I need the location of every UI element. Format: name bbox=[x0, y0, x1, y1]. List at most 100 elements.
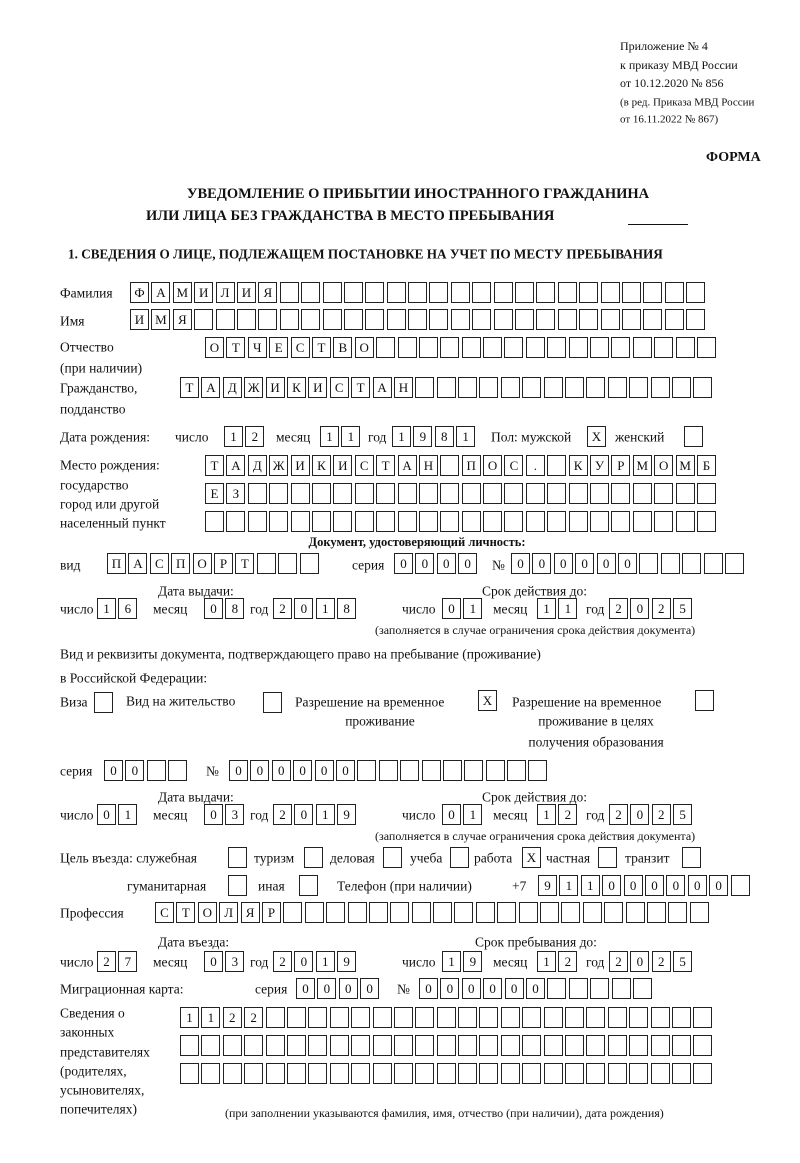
char-cell[interactable]: 0 bbox=[335, 760, 355, 781]
char-cell[interactable]: Т bbox=[235, 553, 255, 574]
char-cell[interactable] bbox=[458, 1063, 478, 1084]
char-cell[interactable] bbox=[515, 282, 535, 303]
char-cell[interactable]: Р bbox=[213, 553, 233, 574]
char-cell[interactable]: 1 bbox=[315, 951, 335, 972]
char-cell[interactable]: 6 bbox=[118, 598, 138, 619]
char-cell[interactable] bbox=[400, 760, 420, 781]
char-cell[interactable] bbox=[408, 309, 428, 330]
char-cell[interactable] bbox=[654, 483, 674, 504]
char-cell[interactable] bbox=[579, 309, 599, 330]
char-cell[interactable]: Т bbox=[205, 455, 224, 476]
char-cell[interactable]: 0 bbox=[525, 978, 545, 999]
char-cell[interactable]: С bbox=[155, 902, 174, 923]
char-cell[interactable] bbox=[671, 1007, 691, 1028]
char-cell[interactable] bbox=[205, 511, 224, 532]
char-cell[interactable] bbox=[497, 902, 517, 923]
char-cell[interactable]: Ч bbox=[247, 337, 267, 358]
char-cell[interactable] bbox=[629, 1007, 649, 1028]
char-cell[interactable]: 0 bbox=[553, 553, 573, 574]
char-cell[interactable] bbox=[522, 1035, 542, 1056]
char-cell[interactable] bbox=[675, 337, 695, 358]
purpose-official-checkbox[interactable] bbox=[228, 847, 249, 869]
char-cell[interactable] bbox=[180, 1035, 199, 1056]
char-cell[interactable] bbox=[632, 337, 652, 358]
char-cell[interactable] bbox=[590, 337, 610, 358]
char-cell[interactable]: 0 bbox=[511, 553, 530, 574]
char-cell[interactable] bbox=[646, 902, 666, 923]
char-cell[interactable] bbox=[664, 282, 684, 303]
char-cell[interactable] bbox=[440, 511, 460, 532]
char-cell[interactable] bbox=[372, 1007, 392, 1028]
char-cell[interactable] bbox=[500, 1063, 520, 1084]
char-cell[interactable]: О bbox=[205, 337, 224, 358]
char-cell[interactable] bbox=[244, 1063, 264, 1084]
char-cell[interactable] bbox=[304, 902, 324, 923]
char-cell[interactable]: 2 bbox=[273, 804, 292, 825]
char-cell[interactable] bbox=[372, 1063, 392, 1084]
char-cell[interactable]: 1 bbox=[320, 426, 339, 447]
char-cell[interactable] bbox=[695, 690, 714, 711]
char-cell[interactable]: Ж bbox=[244, 377, 264, 398]
purpose-humanitarian-checkbox[interactable] bbox=[228, 875, 249, 897]
char-cell[interactable] bbox=[247, 511, 267, 532]
char-cell[interactable] bbox=[650, 1007, 670, 1028]
char-cell[interactable] bbox=[418, 483, 438, 504]
char-cell[interactable] bbox=[565, 1035, 585, 1056]
char-cell[interactable]: К bbox=[311, 455, 331, 476]
char-cell[interactable]: 0 bbox=[338, 978, 358, 999]
char-cell[interactable] bbox=[565, 377, 585, 398]
char-cell[interactable] bbox=[146, 760, 166, 781]
char-cell[interactable]: С bbox=[354, 455, 374, 476]
char-cell[interactable]: 0 bbox=[436, 553, 456, 574]
char-cell[interactable]: 0 bbox=[250, 760, 270, 781]
char-cell[interactable] bbox=[440, 455, 460, 476]
char-cell[interactable] bbox=[504, 337, 524, 358]
char-cell[interactable] bbox=[343, 309, 363, 330]
char-cell[interactable] bbox=[565, 1063, 585, 1084]
char-cell[interactable] bbox=[586, 1063, 606, 1084]
char-cell[interactable] bbox=[228, 847, 247, 868]
char-cell[interactable] bbox=[283, 902, 303, 923]
char-cell[interactable]: 2 bbox=[558, 804, 578, 825]
char-cell[interactable] bbox=[500, 377, 520, 398]
char-cell[interactable]: 2 bbox=[651, 951, 671, 972]
char-cell[interactable] bbox=[265, 1007, 285, 1028]
char-cell[interactable] bbox=[411, 902, 431, 923]
char-cell[interactable]: Б bbox=[696, 455, 716, 476]
char-cell[interactable] bbox=[436, 1035, 456, 1056]
char-cell[interactable]: 2 bbox=[273, 598, 292, 619]
char-cell[interactable] bbox=[664, 309, 684, 330]
char-cell[interactable] bbox=[483, 337, 503, 358]
sex-male-checkbox[interactable]: X bbox=[587, 426, 608, 448]
char-cell[interactable]: С bbox=[149, 553, 169, 574]
char-cell[interactable] bbox=[693, 1007, 713, 1028]
char-cell[interactable] bbox=[329, 1035, 349, 1056]
char-cell[interactable] bbox=[301, 282, 321, 303]
char-cell[interactable] bbox=[383, 847, 402, 868]
char-cell[interactable] bbox=[304, 847, 323, 868]
char-cell[interactable]: . bbox=[525, 455, 545, 476]
char-cell[interactable] bbox=[450, 282, 470, 303]
char-cell[interactable] bbox=[429, 282, 449, 303]
char-cell[interactable] bbox=[493, 309, 513, 330]
char-cell[interactable]: 0 bbox=[617, 553, 637, 574]
char-cell[interactable]: О bbox=[354, 337, 374, 358]
char-cell[interactable] bbox=[557, 282, 577, 303]
char-cell[interactable] bbox=[236, 309, 256, 330]
char-cell[interactable] bbox=[322, 309, 342, 330]
char-cell[interactable]: 7 bbox=[118, 951, 138, 972]
char-cell[interactable] bbox=[518, 902, 538, 923]
char-cell[interactable] bbox=[390, 902, 410, 923]
char-cell[interactable] bbox=[598, 847, 617, 868]
char-cell[interactable] bbox=[600, 309, 620, 330]
char-cell[interactable] bbox=[354, 483, 374, 504]
char-cell[interactable]: М bbox=[675, 455, 695, 476]
char-cell[interactable]: 1 bbox=[315, 598, 335, 619]
char-cell[interactable] bbox=[684, 426, 703, 447]
